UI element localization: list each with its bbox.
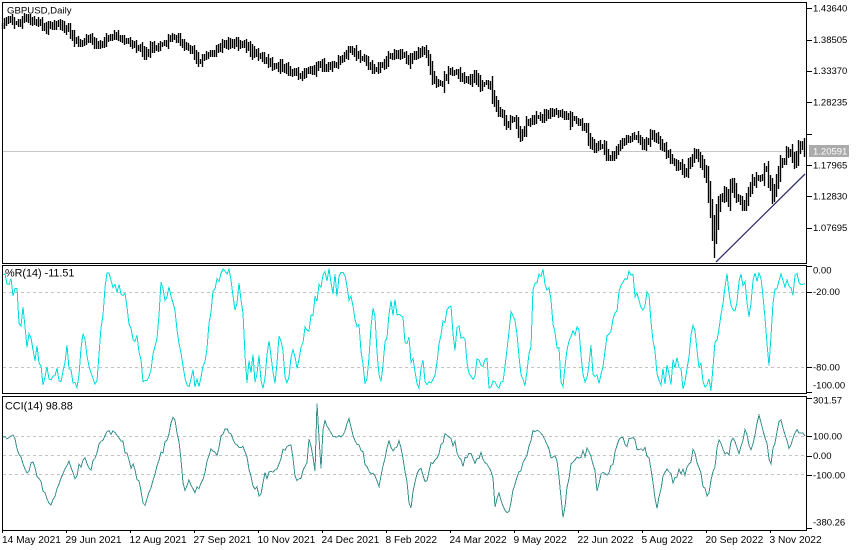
svg-text:1.43640: 1.43640 [813,4,847,15]
svg-text:301.57: 301.57 [813,396,842,407]
svg-text:-100.00: -100.00 [813,470,845,481]
svg-text:-100.00: -100.00 [813,381,845,392]
svg-text:12 Aug 2021: 12 Aug 2021 [130,535,188,546]
svg-text:1.33370: 1.33370 [813,66,847,77]
svg-text:22 Jun 2022: 22 Jun 2022 [578,535,634,546]
svg-text:27 Sep 2021: 27 Sep 2021 [194,535,252,546]
svg-text:8 Feb 2022: 8 Feb 2022 [386,535,438,546]
svg-text:24 Dec 2021: 24 Dec 2021 [322,535,380,546]
svg-text:GBPUSD,Daily: GBPUSD,Daily [7,6,72,17]
svg-text:20 Sep 2022: 20 Sep 2022 [706,535,764,546]
svg-text:-80.00: -80.00 [813,363,840,374]
svg-text:-380.26: -380.26 [813,518,845,529]
svg-text:-20.00: -20.00 [813,287,840,298]
svg-text:1.17965: 1.17965 [813,160,847,171]
svg-text:0.00: 0.00 [813,451,832,462]
svg-text:CCI(14) 98.88: CCI(14) 98.88 [5,401,73,413]
svg-text:1.38505: 1.38505 [813,35,847,46]
svg-text:10 Nov 2021: 10 Nov 2021 [258,535,316,546]
svg-text:100.00: 100.00 [813,432,842,443]
svg-text:9 May 2022: 9 May 2022 [514,535,568,546]
svg-text:1.07695: 1.07695 [813,223,847,234]
svg-text:%R(14) -11.51: %R(14) -11.51 [5,268,74,280]
svg-text:1.28235: 1.28235 [813,98,847,109]
svg-text:1.20591: 1.20591 [813,147,847,158]
svg-text:29 Jun 2021: 29 Jun 2021 [66,535,122,546]
svg-text:1.12830: 1.12830 [813,192,847,203]
svg-text:24 Mar 2022: 24 Mar 2022 [450,535,508,546]
svg-text:3 Nov 2022: 3 Nov 2022 [770,535,822,546]
svg-text:0.00: 0.00 [813,266,832,277]
svg-text:5 Aug 2022: 5 Aug 2022 [642,535,694,546]
svg-text:14 May 2021: 14 May 2021 [2,535,61,546]
